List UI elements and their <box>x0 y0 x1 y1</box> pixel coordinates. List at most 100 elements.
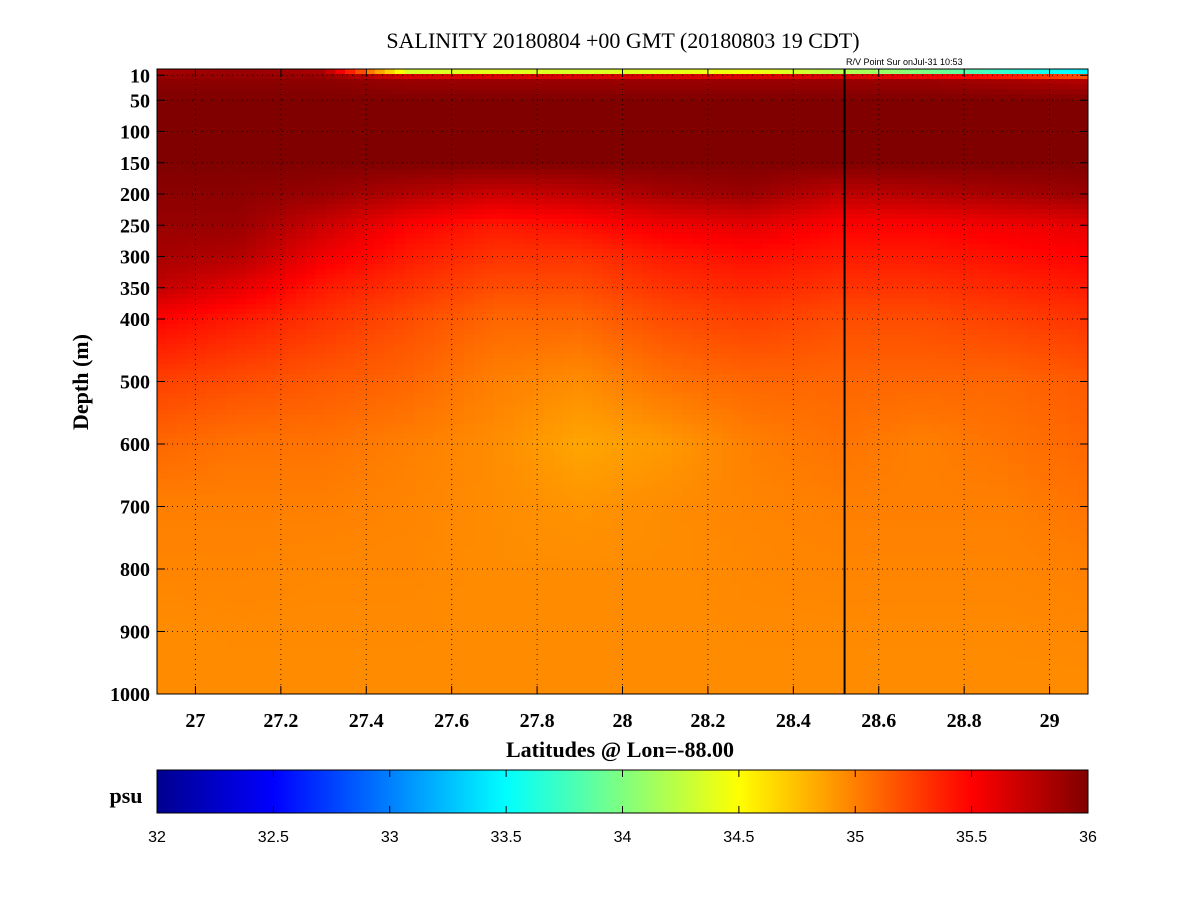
heatmap-cell <box>394 314 406 320</box>
heatmap-cell <box>315 174 326 180</box>
heatmap-cell <box>265 284 277 290</box>
heatmap-cell <box>1068 214 1079 220</box>
heatmap-cell <box>592 79 604 85</box>
heatmap-cell <box>473 164 485 170</box>
heatmap-cell <box>810 294 822 300</box>
heatmap-cell <box>701 144 713 150</box>
heatmap-cell <box>860 239 871 245</box>
heatmap-cell <box>325 254 336 260</box>
heatmap-cell <box>969 254 980 260</box>
heatmap-cell <box>424 279 435 285</box>
heatmap-cell <box>285 329 297 335</box>
heatmap-cell <box>939 189 950 195</box>
heatmap-cell <box>473 244 485 250</box>
heatmap-cell <box>563 254 574 260</box>
heatmap-cell <box>870 284 881 290</box>
heatmap-cell <box>533 329 544 335</box>
heatmap-cell <box>899 169 911 175</box>
heatmap-cell <box>870 189 881 195</box>
heatmap-cell <box>998 269 1010 275</box>
heatmap-cell <box>840 244 851 250</box>
heatmap-cell <box>582 194 594 200</box>
heatmap-cell <box>315 319 326 325</box>
heatmap-cell <box>434 139 445 145</box>
heatmap-cell <box>880 314 891 320</box>
heatmap-cell <box>533 319 544 325</box>
heatmap-cell <box>533 114 544 120</box>
heatmap-cell <box>632 179 643 185</box>
heatmap-cell <box>899 279 911 285</box>
heatmap-cell <box>543 314 554 320</box>
heatmap-cell <box>652 234 663 240</box>
heatmap-cell <box>810 219 822 225</box>
heatmap-cell <box>256 79 267 85</box>
heatmap-cell <box>860 279 871 285</box>
heatmap-cell <box>364 204 376 210</box>
heatmap-cell <box>612 149 624 155</box>
heatmap-cell <box>662 259 673 265</box>
heatmap-cell <box>830 174 841 180</box>
heatmap-cell <box>741 264 752 270</box>
heatmap-cell <box>285 109 297 115</box>
heatmap-cell <box>721 244 733 250</box>
heatmap-cell <box>909 239 921 245</box>
heatmap-cell <box>483 269 495 275</box>
heatmap-cell <box>820 314 832 320</box>
heatmap-cell <box>662 69 673 75</box>
heatmap-cell <box>335 179 346 185</box>
heatmap-cell <box>969 224 980 230</box>
heatmap-cell <box>186 244 198 250</box>
heatmap-cell <box>325 279 336 285</box>
heatmap-cell <box>642 189 653 195</box>
heatmap-cell <box>840 309 851 315</box>
heatmap-cell <box>939 129 950 135</box>
heatmap-cell <box>880 174 891 180</box>
heatmap-cell <box>860 94 871 100</box>
heatmap-cell <box>176 279 188 285</box>
heatmap-cell <box>345 284 356 290</box>
heatmap-cell <box>1058 309 1069 315</box>
heatmap-cell <box>761 114 772 120</box>
heatmap-cell <box>642 164 653 170</box>
heatmap-cell <box>850 294 861 300</box>
heatmap-cell <box>850 149 861 155</box>
heatmap-cell <box>830 184 841 190</box>
heatmap-cell <box>810 169 822 175</box>
heatmap-cell <box>771 269 782 275</box>
heatmap-cell <box>355 134 366 140</box>
heatmap-cell <box>444 154 455 160</box>
heatmap-cell <box>741 234 752 240</box>
heatmap-cell <box>305 224 317 230</box>
heatmap-cell <box>998 294 1010 300</box>
heatmap-cell <box>681 284 693 290</box>
heatmap-cell <box>384 194 396 200</box>
heatmap-cell <box>325 114 336 120</box>
heatmap-cell <box>394 244 406 250</box>
heatmap-cell <box>384 94 396 100</box>
heatmap-cell <box>612 109 624 115</box>
heatmap-cell <box>721 114 733 120</box>
heatmap-cell <box>553 74 564 80</box>
heatmap-cell <box>672 249 683 255</box>
heatmap-cell <box>464 144 475 150</box>
heatmap-cell <box>563 244 574 250</box>
heatmap-cell <box>523 194 534 200</box>
heatmap-cell <box>1028 99 1040 105</box>
heatmap-cell <box>1048 139 1059 145</box>
heatmap-cell <box>1038 149 1049 155</box>
heatmap-cell <box>335 314 346 320</box>
heatmap-cell <box>157 299 168 305</box>
heatmap-cell <box>1068 324 1079 330</box>
heatmap-cell <box>483 239 495 245</box>
heatmap-cell <box>602 84 614 90</box>
heatmap-cell <box>810 279 822 285</box>
heatmap-cell <box>553 189 564 195</box>
heatmap-cell <box>602 114 614 120</box>
heatmap-cell <box>969 239 980 245</box>
heatmap-cell <box>493 239 505 245</box>
heatmap-cell <box>1068 289 1079 295</box>
heatmap-cell <box>840 169 851 175</box>
heatmap-cell <box>335 104 346 110</box>
heatmap-cell <box>275 334 287 340</box>
heatmap-cell <box>226 294 237 300</box>
